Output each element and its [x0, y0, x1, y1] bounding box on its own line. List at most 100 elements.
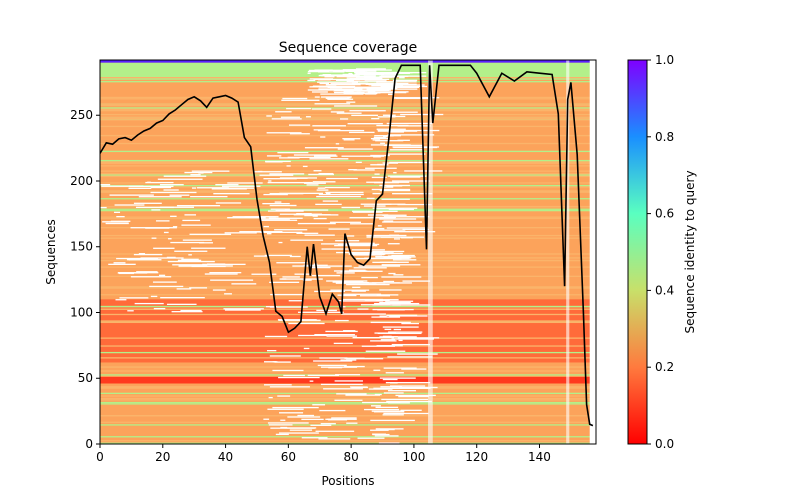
heatmap-gap [278, 432, 319, 434]
heatmap-gap [386, 400, 432, 403]
heatmap-gap [221, 185, 261, 187]
heatmap-gap [304, 214, 315, 217]
heatmap-gap [328, 228, 350, 230]
heatmap-gap [224, 232, 257, 234]
heatmap-gap [274, 361, 291, 363]
y-tick-label: 0 [85, 437, 93, 451]
heatmap-gap [167, 238, 172, 240]
heatmap-gap [367, 91, 409, 93]
heatmap-gap [306, 184, 319, 186]
heatmap-gap [181, 258, 199, 260]
heatmap-gap [384, 328, 392, 331]
heatmap-gap [290, 239, 324, 241]
heatmap-gap [389, 315, 428, 317]
heatmap-gap [253, 255, 268, 257]
heatmap-gap [297, 414, 315, 417]
heatmap-gap [311, 91, 328, 93]
heatmap-gap [188, 254, 192, 256]
heatmap-gap [322, 200, 339, 202]
heatmap-gap [355, 161, 362, 164]
heatmap-gap [370, 154, 390, 157]
heatmap-gap [327, 86, 369, 88]
heatmap-gap [199, 242, 213, 244]
heatmap-gap [189, 287, 208, 289]
heatmap-gap [382, 378, 398, 381]
heatmap-gap [391, 343, 431, 346]
heatmap-gap [379, 218, 417, 220]
heatmap-gap [370, 419, 415, 422]
heatmap-gap [353, 169, 375, 171]
heatmap-gap [202, 263, 246, 266]
heatmap-gap [264, 335, 288, 338]
heatmap-gap [196, 187, 229, 189]
heatmap-gap [381, 398, 428, 401]
heatmap-gap [263, 193, 288, 196]
heatmap-gap [286, 107, 312, 110]
heatmap-gap [394, 238, 401, 240]
heatmap-gap [169, 194, 190, 196]
heatmap-gap [385, 300, 414, 302]
heatmap-gap [283, 374, 305, 377]
heatmap-gap [271, 118, 302, 120]
heatmap-gap [336, 75, 371, 78]
heatmap-gap [167, 260, 215, 263]
heatmap-gap [337, 148, 373, 150]
heatmap-gap [381, 276, 422, 278]
x-tick-label: 100 [402, 450, 425, 464]
heatmap-gap [288, 300, 303, 302]
heatmap-gap [372, 304, 401, 306]
heatmap-gap [267, 422, 309, 424]
heatmap-gap [284, 209, 329, 211]
heatmap-gap [114, 211, 121, 214]
heatmap-row [100, 442, 596, 444]
heatmap-gap [382, 221, 423, 223]
heatmap-row [100, 125, 596, 128]
heatmap-gap [341, 313, 386, 315]
heatmap-gap [345, 69, 392, 71]
heatmap-gap [371, 316, 401, 318]
heatmap-row [100, 395, 596, 397]
heatmap-gap [309, 380, 314, 382]
heatmap-gap [263, 178, 297, 180]
heatmap-gap [388, 390, 417, 392]
heatmap-gap [278, 319, 321, 321]
heatmap-gap [129, 185, 174, 188]
heatmap-gap [374, 302, 420, 305]
heatmap-gap [383, 280, 395, 283]
heatmap-gap [263, 384, 292, 386]
heatmap-gap [304, 182, 326, 184]
heatmap-gap [374, 228, 385, 230]
heatmap-gap [361, 87, 398, 89]
heatmap-gap [170, 215, 177, 217]
heatmap-gap [364, 257, 391, 259]
heatmap-row [100, 421, 596, 423]
heatmap-row [100, 308, 596, 310]
plot-frame [99, 59, 597, 445]
heatmap-gap [268, 424, 293, 426]
heatmap-gap [276, 262, 308, 264]
heatmap-row [100, 208, 596, 210]
heatmap-gap [323, 388, 363, 390]
heatmap-gap [313, 78, 361, 81]
heatmap-gap [349, 217, 396, 219]
heatmap-gap [227, 182, 263, 184]
heatmap-gap [397, 353, 438, 355]
heatmap-gap [270, 208, 290, 210]
heatmap-gap [269, 355, 301, 357]
heatmap-gap [289, 133, 310, 135]
heatmap-gap [318, 438, 351, 440]
heatmap-gap [128, 259, 162, 261]
heatmap-gap [190, 174, 201, 176]
heatmap-gap [397, 139, 410, 141]
heatmap-row [100, 424, 596, 426]
heatmap-row [100, 173, 596, 175]
heatmap-gap [153, 247, 175, 249]
heatmap-gap [327, 98, 354, 100]
heatmap-gap [334, 105, 378, 107]
heatmap-gap [135, 206, 174, 209]
heatmap-gap [382, 162, 399, 164]
heatmap-gap [365, 350, 406, 352]
heatmap-gap [287, 177, 308, 179]
heatmap-gap [151, 237, 157, 239]
heatmap-gap [149, 285, 184, 288]
